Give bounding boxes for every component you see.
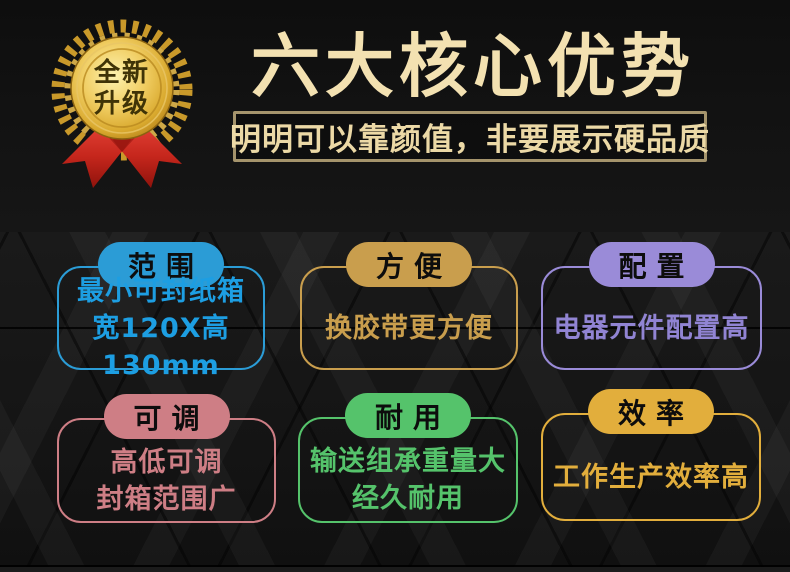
laurel-wreath-icon [51,19,193,161]
feature-text-configuration: 电器元件配置高 [553,312,750,344]
feature-card-adjustable: 可调 高低可调 封箱范围广 [57,394,276,523]
page-title: 六大核心优势 [251,27,695,107]
background-seam-line [0,327,790,329]
feature-text-convenience: 换胶带更方便 [325,312,493,344]
feature-text-adjustable: 高低可调 封箱范围广 [96,446,237,515]
feature-card-convenience: 方便 换胶带更方便 [300,242,518,370]
subtitle-text: 明明可以靠颜值，非要展示硬品质 [230,122,710,158]
feature-tab-configuration: 配置 [588,242,715,287]
feature-tab-adjustable: 可调 [103,394,230,439]
feature-tab-efficiency: 效率 [587,389,715,434]
medal-coin-icon [70,36,174,140]
feature-card-durable: 耐用 输送组承重量大 经久耐用 [298,393,518,523]
feature-card-efficiency: 效率 工作生产效率高 [541,389,761,521]
feature-text-range: 最小可封纸箱 宽120X高130mm [77,275,245,381]
feature-tab-convenience: 方便 [345,242,473,287]
medal-text-line2: 升级 [94,88,150,119]
feature-text-durable: 输送组承重量大 经久耐用 [310,446,506,514]
background-bottom-strip [0,567,790,572]
subtitle-box: 明明可以靠颜值，非要展示硬品质 [230,111,710,162]
feature-tab-durable: 耐用 [344,393,472,438]
feature-tab-range: 范围 [97,242,225,287]
upgrade-medal-icon: 全新 升级 [51,19,193,188]
feature-card-range: 范围 最小可封纸箱 宽120X高130mm [57,242,265,381]
background-bottom-line [0,565,790,567]
feature-text-efficiency: 工作生产效率高 [553,461,749,493]
feature-card-configuration: 配置 电器元件配置高 [541,242,762,370]
medal-text-line1: 全新 [93,57,150,88]
